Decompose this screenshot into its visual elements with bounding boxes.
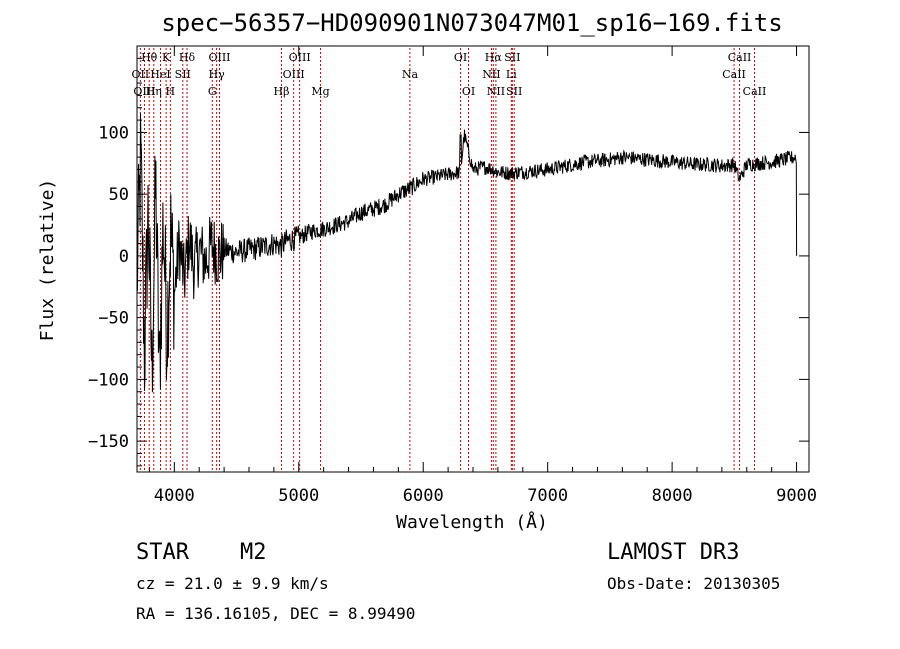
y-tick-label: −150 [88,432,129,452]
spectral-line-label: H [166,85,176,98]
spectral-line-label: Hγ [209,68,226,81]
spectral-line-label: HeI [150,68,170,81]
x-axis: 4000 5000 6000 7000 8000 9000 [148,46,817,506]
redshift-cz: cz = 21.0 ± 9.9 km/s [136,574,329,593]
spectral-line-label: OIII [289,51,311,64]
spectral-line-label: NII [482,68,500,81]
spectral-line-labels: OII Hθ OIII HeI Hη K H SII Hδ OIII Hγ G Hβ OIII OIII Mg… [132,51,767,98]
spectral-line-label: OIII [283,68,305,81]
star-class: STAR [136,540,189,565]
spectral-line-label: Hη [146,85,162,98]
y-tick-label: 50 [109,185,129,205]
spectral-line-label: Hδ [179,51,196,64]
spectral-line-label: CaII [722,68,746,81]
star-subclass: M2 [240,540,267,565]
spectral-line-label: OI [454,51,467,64]
spectral-line-label: OIII [133,85,155,98]
spectral-line-label: Hα [485,51,503,64]
spectral-line-label: G [208,85,217,98]
spectral-line-label: Na [402,68,419,81]
spectral-line-label: OIII [208,51,230,64]
ra-dec: RA = 136.16105, DEC = 8.99490 [136,604,416,623]
y-tick-label: 0 [119,247,129,267]
x-tick-label: 5000 [278,486,319,506]
x-tick-label: 9000 [776,486,817,506]
spectral-line-label: Hβ [274,85,290,98]
spectral-line-label: CaII [743,85,767,98]
y-tick-label: −100 [88,370,129,390]
spectral-line-label: SII [504,51,520,64]
y-axis-label: Flux (relative) [37,179,58,342]
chart-title: spec−56357−HD090901N073047M01_sp16−169.f… [161,9,782,37]
x-tick-label: 8000 [652,486,693,506]
spectral-line-label: OII [132,68,150,81]
x-axis-label: Wavelength (Å) [396,511,548,533]
obs-date: Obs-Date: 20130305 [607,574,781,593]
spectral-line-label: NII [487,85,505,98]
spectral-line-label: Mg [311,85,329,98]
x-tick-label: 6000 [403,486,444,506]
spectral-line-label: SII [175,68,191,81]
spectral-line-label: K [162,51,171,64]
y-tick-label: 100 [98,123,129,143]
y-tick-label: −50 [98,309,129,329]
spectral-line-label: Hθ [141,51,158,64]
y-axis: 100 50 0 −50 −100 −150 [88,57,809,467]
spectral-line-label: CaII [728,51,752,64]
survey-name: LAMOST DR3 [607,540,740,565]
spectral-line-label: OI [462,85,475,98]
spectral-line-label: Li [506,68,517,81]
spectral-line-label: SII [506,85,522,98]
spectrum-line [136,113,798,393]
plot-frame [136,45,810,473]
x-tick-label: 7000 [527,486,568,506]
x-tick-label: 4000 [154,486,195,506]
